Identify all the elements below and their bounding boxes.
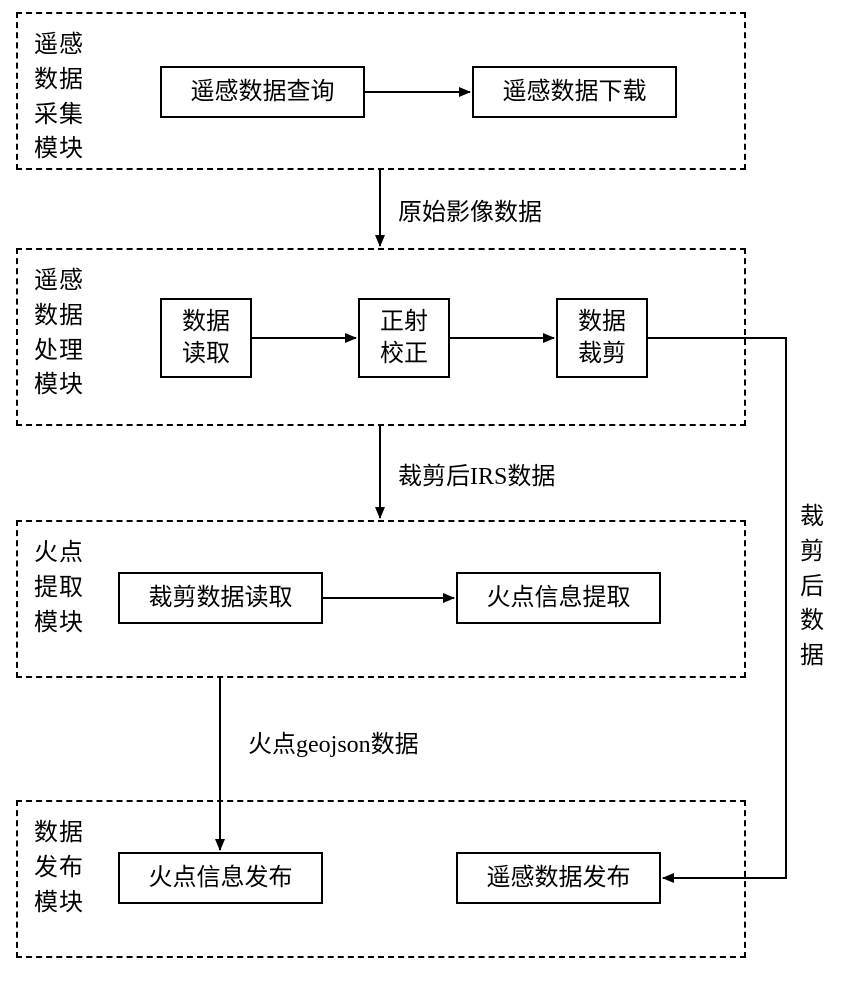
node-ortho: 正射 校正 (358, 298, 450, 378)
node-query: 遥感数据查询 (160, 66, 365, 118)
module-label: 遥感 数据 采集 模块 (34, 28, 84, 167)
edge-label-raw: 原始影像数据 (398, 192, 542, 227)
node-fire-publish: 火点信息发布 (118, 852, 323, 904)
node-read-clip: 裁剪数据读取 (118, 572, 323, 624)
module-label: 遥感 数据 处理 模块 (34, 264, 84, 403)
node-rs-publish: 遥感数据发布 (456, 852, 661, 904)
edge-label-irs: 裁剪后IRS数据 (398, 456, 555, 491)
node-download: 遥感数据下载 (472, 66, 677, 118)
module-label: 数据 发布 模块 (34, 816, 84, 920)
module-label: 火点 提取 模块 (34, 536, 84, 640)
node-fire-extract: 火点信息提取 (456, 572, 661, 624)
node-read: 数据 读取 (160, 298, 252, 378)
diagram-canvas: 遥感 数据 采集 模块 遥感 数据 处理 模块 火点 提取 模块 数据 发布 模… (0, 0, 842, 1000)
edge-label-geojson: 火点geojson数据 (248, 724, 419, 759)
node-clip: 数据 裁剪 (556, 298, 648, 378)
edge-label-clipped: 裁 剪 后 数 据 (800, 500, 824, 674)
